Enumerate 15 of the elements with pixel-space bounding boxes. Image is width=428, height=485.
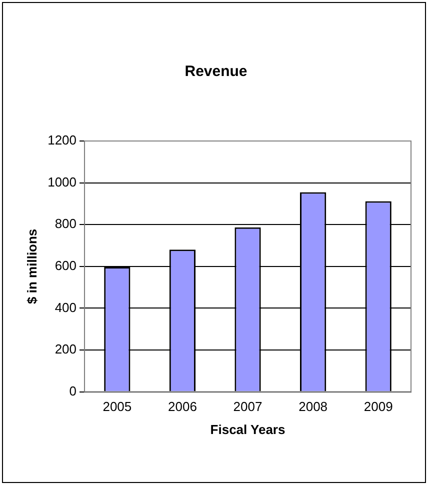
y-tick-label: 600	[54, 258, 77, 273]
x-tick-label: 2007	[233, 399, 262, 414]
x-tick-label: 2006	[168, 399, 197, 414]
y-axis-title: $ in millions	[24, 228, 40, 304]
x-tick-label: 2005	[102, 399, 132, 414]
chart-title: Revenue	[184, 63, 248, 80]
y-tick-label: 1000	[48, 174, 77, 190]
x-axis-title: Fiscal Years	[210, 422, 286, 437]
y-tick-label: 1200	[48, 132, 77, 148]
x-tick-label: 2009	[364, 399, 393, 414]
x-tick-label: 2008	[298, 399, 328, 414]
y-tick-label: 400	[54, 300, 77, 315]
y-tick-label: 0	[69, 383, 77, 398]
y-tick-label: 800	[54, 216, 77, 232]
y-tick-label: 200	[54, 342, 77, 357]
